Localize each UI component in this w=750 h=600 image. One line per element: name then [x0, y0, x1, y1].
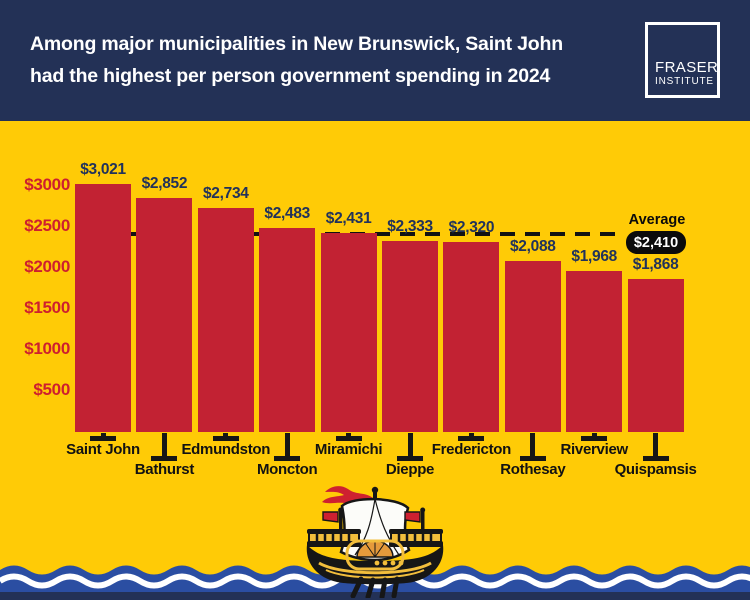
bar-value-label-saint-john: $3,021 [80, 161, 126, 179]
bar-value-label-riverview: $1,968 [571, 247, 617, 265]
yaxis-tick-label: $500 [33, 380, 70, 399]
xaxis-tick [100, 433, 106, 438]
bar-dieppe [382, 240, 438, 432]
yaxis-tick-label: $1500 [24, 298, 70, 317]
xaxis-tick-cap [335, 436, 362, 441]
bar-saint-john [75, 184, 131, 432]
bar-miramichi [320, 232, 377, 432]
category-label-fredericton: Fredericton [431, 441, 512, 458]
bar-value-label-dieppe: $2,333 [387, 217, 433, 235]
category-label-miramichi: Miramichi [314, 441, 383, 458]
average-label: Average [628, 212, 686, 229]
xaxis-tick [223, 433, 229, 438]
bar-value-label-bathurst: $2,852 [141, 175, 188, 193]
category-label-rothesay: Rothesay [500, 461, 566, 478]
xaxis-tick [284, 433, 290, 458]
oars [350, 576, 400, 598]
average-value-badge: $2,410 [626, 231, 686, 255]
ship-icon [306, 486, 444, 598]
xaxis-tick-cap [90, 436, 116, 441]
bar-chart: Average $2,410 $3000 $2500 $2000 $1500 $1000… [0, 121, 750, 540]
yaxis-tick-label: $1000 [24, 339, 70, 358]
flag-icon [404, 511, 421, 523]
headline-line2: had the highest per person government sp… [30, 65, 551, 87]
bar-value-label-miramichi: $2,431 [325, 209, 372, 227]
bar-value-label-edmundston: $2,734 [202, 184, 249, 202]
xaxis-tick-cap [212, 436, 239, 441]
flag-icon [322, 511, 339, 523]
xaxis-tick [407, 433, 413, 458]
logo-word-institute: INSTITUTE [655, 76, 714, 87]
bar-value-label-quispamsis: $1,868 [632, 255, 679, 273]
xaxis-tick-cap [397, 456, 423, 461]
category-label-edmundston: Edmundston [181, 441, 271, 458]
category-label-bathurst: Bathurst [134, 461, 195, 478]
hull [306, 539, 444, 585]
xaxis-tick-cap [642, 456, 669, 461]
bar-value-label-fredericton: $2,320 [448, 218, 495, 236]
header-band: Among major municipalities in New Brunsw… [0, 0, 750, 121]
xaxis-tick-cap [151, 456, 178, 461]
xaxis-tick [346, 433, 352, 438]
category-label-saint-john: Saint John [66, 441, 140, 458]
category-label-riverview: Riverview [560, 441, 629, 458]
bar-rothesay [504, 260, 561, 432]
bar-value-label-rothesay: $2,088 [509, 237, 556, 255]
bar-moncton [259, 228, 316, 432]
xaxis-tick [468, 433, 474, 438]
fraser-institute-logo: FRASER INSTITUTE [645, 22, 720, 98]
stern-castle [389, 507, 443, 547]
xaxis-tick [530, 433, 536, 458]
yaxis-tick-label: $2000 [24, 257, 70, 276]
xaxis-tick [161, 433, 167, 458]
xaxis-tick-cap [519, 456, 546, 461]
average-value: $2,410 [633, 234, 679, 251]
xaxis-tick-cap [581, 436, 608, 441]
bar-fredericton [443, 241, 500, 432]
headline: Among major municipalities in New Brunsw… [30, 28, 563, 92]
xaxis-tick [653, 433, 659, 458]
fore-castle [307, 507, 361, 547]
headline-line1: Among major municipalities in New Brunsw… [30, 33, 563, 55]
category-label-moncton: Moncton [256, 461, 318, 478]
bar-riverview [566, 270, 623, 432]
bottom-navy-strip [0, 592, 750, 600]
bar-bathurst [136, 198, 193, 432]
yaxis-tick-label: $2500 [24, 216, 70, 235]
category-label-quispamsis: Quispamsis [614, 461, 697, 478]
bar-value-label-moncton: $2,483 [264, 205, 310, 223]
yaxis-tick-label: $3000 [24, 175, 70, 194]
xaxis-tick-cap [458, 436, 485, 441]
bar-edmundston [197, 207, 254, 432]
xaxis-tick-cap [274, 456, 301, 461]
category-label-dieppe: Dieppe [385, 461, 435, 478]
logo-word-fraser: FRASER [655, 59, 719, 76]
bar-quispamsis [627, 278, 684, 432]
xaxis-tick [591, 433, 597, 438]
